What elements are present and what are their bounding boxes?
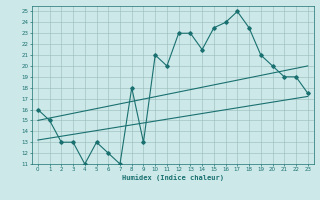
X-axis label: Humidex (Indice chaleur): Humidex (Indice chaleur) [122, 174, 224, 181]
